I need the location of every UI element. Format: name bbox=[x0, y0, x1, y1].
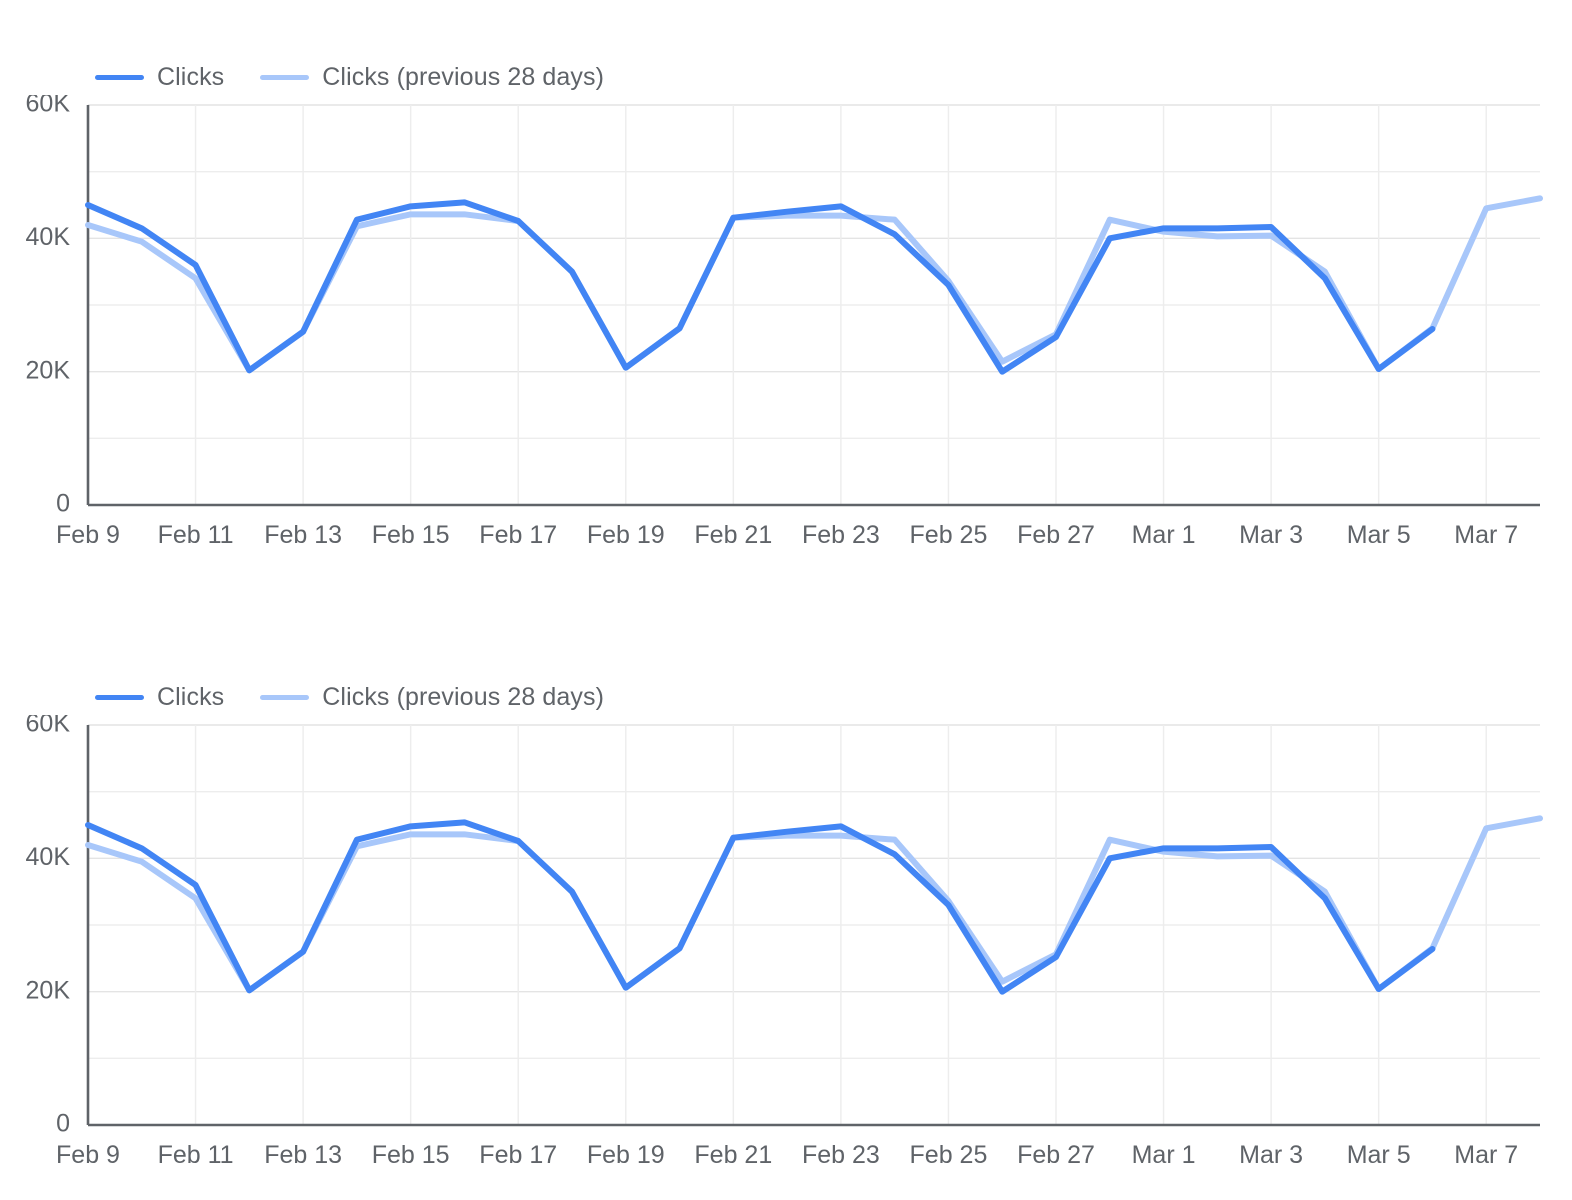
x-axis-tick-label: Mar 7 bbox=[1454, 1141, 1518, 1169]
x-axis-tick-label: Feb 25 bbox=[910, 521, 988, 549]
legend-item-clicks[interactable]: Clicks bbox=[95, 63, 224, 92]
series-line-clicks-previous bbox=[85, 195, 1543, 374]
x-axis-tick-label: Mar 1 bbox=[1132, 1141, 1196, 1169]
y-axis-tick-label: 0 bbox=[56, 490, 70, 518]
series-line-clicks-previous bbox=[85, 815, 1543, 994]
chart-legend-bottom: Clicks Clicks (previous 28 days) bbox=[95, 682, 604, 712]
legend-label-clicks-previous: Clicks (previous 28 days) bbox=[322, 62, 605, 91]
y-axis-tick-label: 60K bbox=[26, 715, 71, 738]
legend-swatch-clicks-icon bbox=[95, 74, 144, 80]
x-axis-tick-label: Feb 23 bbox=[802, 521, 880, 549]
y-axis-tick-label: 40K bbox=[26, 223, 71, 251]
x-axis-tick-label: Mar 3 bbox=[1239, 521, 1303, 549]
y-axis-tick-label: 60K bbox=[26, 95, 71, 118]
series-line-clicks bbox=[85, 819, 1436, 995]
x-axis-tick-label: Feb 13 bbox=[264, 1141, 342, 1169]
chart-svg-bottom: 0 20K 40K 60K Feb 9 Feb 11 Feb 13 Feb 15 Feb 17 F… bbox=[26, 715, 1543, 1169]
x-axis-tick-label: Mar 5 bbox=[1347, 1141, 1411, 1169]
x-axis-tick-label: Feb 21 bbox=[694, 1141, 772, 1169]
x-axis-tick-label: Mar 7 bbox=[1454, 521, 1518, 549]
x-axis-tick-label: Feb 9 bbox=[56, 1141, 120, 1169]
legend-item-clicks-previous[interactable]: Clicks (previous 28 days) bbox=[260, 63, 604, 92]
legend-swatch-clicks-previous-icon bbox=[260, 74, 310, 80]
y-axis-tick-label: 20K bbox=[26, 356, 71, 384]
y-axis-tick-label: 20K bbox=[26, 976, 71, 1004]
chart-plot-area-bottom[interactable]: 0 20K 40K 60K Feb 9 Feb 11 Feb 13 Feb 15 Feb 17 F… bbox=[0, 715, 1572, 1180]
x-axis-tick-label: Mar 1 bbox=[1132, 521, 1196, 549]
x-axis-tick-label: Mar 3 bbox=[1239, 1141, 1303, 1169]
legend-swatch-clicks-previous-icon bbox=[260, 694, 310, 700]
x-axis-tick-label: Feb 19 bbox=[587, 521, 665, 549]
x-axis-tick-label: Feb 13 bbox=[264, 521, 342, 549]
legend-label-clicks: Clicks bbox=[157, 62, 225, 91]
clicks-chart-panel-top: Clicks Clicks (previous 28 days) 0 20K 40K… bbox=[0, 0, 1572, 560]
legend-item-clicks[interactable]: Clicks bbox=[95, 683, 224, 712]
chart-legend-top: Clicks Clicks (previous 28 days) bbox=[95, 62, 604, 92]
x-axis-tick-label: Feb 25 bbox=[910, 1141, 988, 1169]
legend-label-clicks: Clicks bbox=[157, 682, 225, 711]
x-axis-tick-label: Feb 11 bbox=[158, 1141, 234, 1169]
legend-item-clicks-previous[interactable]: Clicks (previous 28 days) bbox=[260, 683, 604, 712]
chart-plot-area-top[interactable]: 0 20K 40K 60K Feb 9 Feb 11 Feb 13 Feb 15 Feb 17 F… bbox=[0, 95, 1572, 560]
x-axis-tick-label: Mar 5 bbox=[1347, 521, 1411, 549]
x-axis-tick-label: Feb 11 bbox=[158, 521, 234, 549]
x-axis-tick-label: Feb 27 bbox=[1017, 521, 1095, 549]
x-axis-tick-label: Feb 27 bbox=[1017, 1141, 1095, 1169]
x-axis-tick-label: Feb 21 bbox=[694, 521, 772, 549]
x-axis-tick-label: Feb 9 bbox=[56, 521, 120, 549]
chart-svg-top: 0 20K 40K 60K Feb 9 Feb 11 Feb 13 Feb 15 Feb 17 F… bbox=[26, 95, 1543, 549]
legend-swatch-clicks-icon bbox=[95, 694, 144, 700]
x-axis-tick-label: Feb 19 bbox=[587, 1141, 665, 1169]
x-axis-tick-label: Feb 23 bbox=[802, 1141, 880, 1169]
legend-label-clicks-previous: Clicks (previous 28 days) bbox=[322, 682, 605, 711]
clicks-chart-panel-bottom: Clicks Clicks (previous 28 days) 0 20K 40K… bbox=[0, 620, 1572, 1180]
x-axis-tick-label: Feb 17 bbox=[479, 521, 557, 549]
x-axis-tick-label: Feb 15 bbox=[372, 521, 450, 549]
x-axis-tick-label: Feb 17 bbox=[479, 1141, 557, 1169]
y-axis-tick-label: 0 bbox=[56, 1110, 70, 1138]
y-axis-tick-label: 40K bbox=[26, 843, 71, 871]
x-axis-tick-label: Feb 15 bbox=[372, 1141, 450, 1169]
series-line-clicks bbox=[85, 199, 1436, 375]
